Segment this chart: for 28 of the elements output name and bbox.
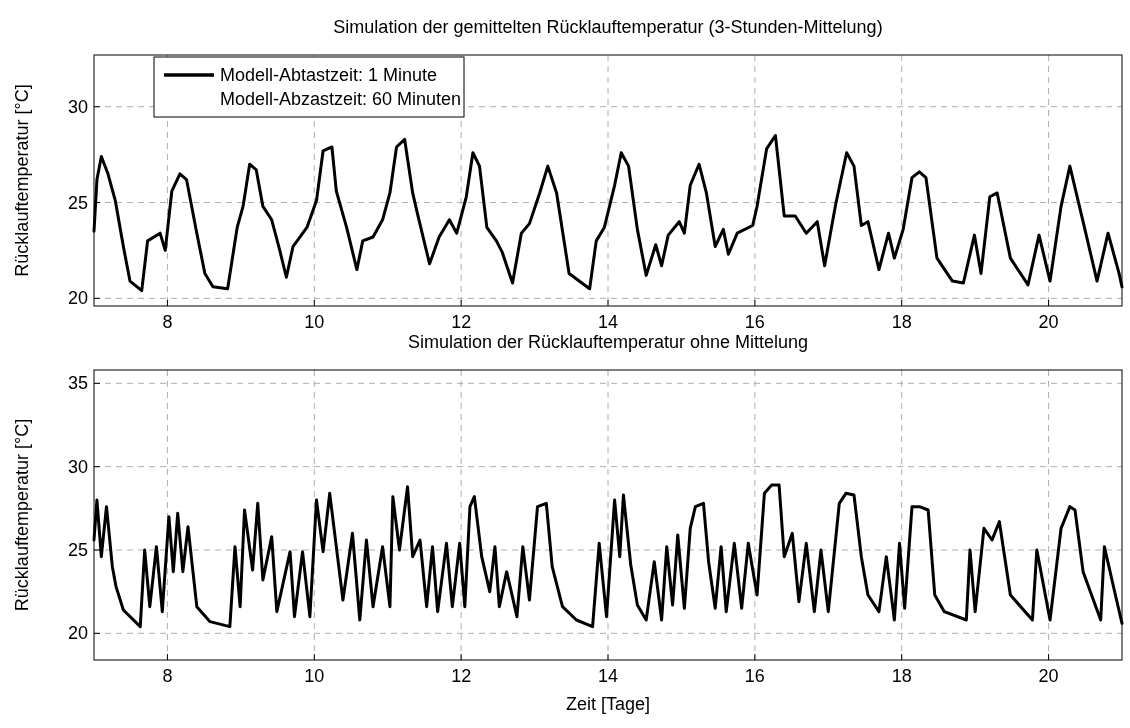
x-tick-label: 14: [597, 666, 619, 686]
chart-title: Simulation der Rücklauftemperatur ohne Mittelung: [407, 332, 809, 352]
x-tick-label: 14: [597, 312, 619, 332]
x-axis-title: Zeit [Tage]: [565, 694, 651, 714]
x-tick-label: 18: [891, 312, 912, 332]
x-tick-label: 8: [162, 666, 173, 686]
x-tick-label: 16: [744, 312, 765, 332]
chart-title: Simulation der gemittelten Rücklauftemperatur (3-Stunden-Mittelung): [333, 17, 883, 37]
x-tick-label: 12: [451, 666, 472, 686]
x-tick-label: 10: [304, 312, 325, 332]
x-tick-label: 18: [891, 666, 912, 686]
x-tick-label: 16: [744, 666, 765, 686]
y-tick-label: 30: [67, 456, 88, 477]
x-tick-label: 20: [1038, 312, 1059, 332]
y-tick-label: 25: [67, 540, 88, 560]
x-tick-label: 20: [1038, 666, 1059, 686]
y-tick-label: 25: [67, 192, 88, 213]
y-tick-label: 35: [67, 373, 88, 394]
y-tick-label: 20: [67, 288, 88, 309]
legend-label: Modell-Abtastzeit: 1 Minute: [220, 65, 438, 85]
x-tick-label: 8: [162, 312, 173, 332]
annotation: Modell-Abzastzeit: 60 Minuten: [220, 89, 462, 109]
x-tick-label: 10: [304, 666, 325, 686]
y-axis-title: Rücklauftemperatur [°C]: [12, 84, 32, 277]
x-tick-label: 12: [451, 312, 472, 332]
y-tick-label: 30: [67, 96, 88, 117]
y-tick-label: 20: [67, 623, 88, 644]
y-axis-title: Rücklauftemperatur [°C]: [12, 418, 32, 612]
